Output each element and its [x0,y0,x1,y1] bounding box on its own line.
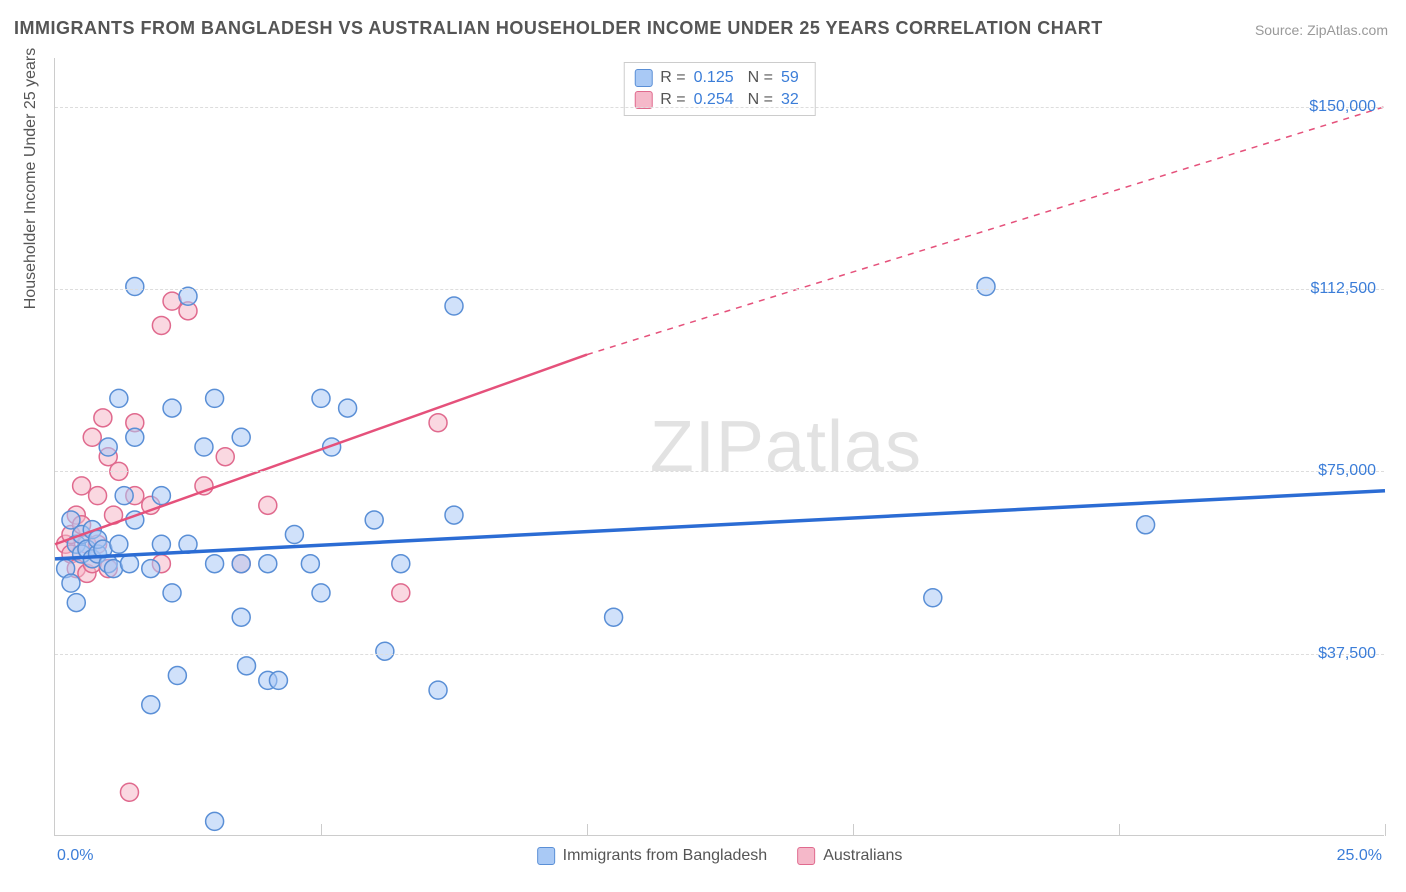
data-point [429,681,447,699]
data-point [206,555,224,573]
data-point [89,487,107,505]
data-point [163,292,181,310]
data-point [206,812,224,830]
legend-swatch [634,69,652,87]
data-point [605,608,623,626]
data-point [142,696,160,714]
x-tick [1119,824,1120,836]
data-point [152,316,170,334]
data-point [163,584,181,602]
data-point [977,278,995,296]
data-point [1137,516,1155,534]
y-tick-label: $37,500 [1318,645,1376,663]
x-tick [1385,824,1386,836]
legend-label: Immigrants from Bangladesh [563,847,768,865]
data-point [163,399,181,417]
data-point [120,783,138,801]
data-point [445,297,463,315]
chart-title: IMMIGRANTS FROM BANGLADESH VS AUSTRALIAN… [14,18,1103,39]
legend-stats: R =0.125N =59R =0.254N =32 [623,62,816,116]
x-tick [587,824,588,836]
x-max-label: 25.0% [1337,847,1382,865]
trend-line [587,107,1385,355]
data-point [120,555,138,573]
gridline-h [55,471,1384,472]
data-point [259,555,277,573]
data-point [168,667,186,685]
x-min-label: 0.0% [57,847,93,865]
data-point [99,438,117,456]
data-point [445,506,463,524]
data-point [94,409,112,427]
data-point [238,657,256,675]
data-point [301,555,319,573]
data-point [232,608,250,626]
data-point [152,487,170,505]
data-point [312,584,330,602]
y-tick-label: $112,500 [1310,280,1376,298]
data-point [67,594,85,612]
data-point [232,555,250,573]
data-point [62,574,80,592]
data-point [105,560,123,578]
chart-area: ZIPatlas R =0.125N =59R =0.254N =32 0.0%… [54,58,1384,836]
legend-item: Australians [797,847,902,865]
legend-label: Australians [823,847,902,865]
plot-svg [55,58,1384,835]
data-point [83,428,101,446]
data-point [269,671,287,689]
data-point [365,511,383,529]
data-point [142,560,160,578]
data-point [259,496,277,514]
data-point [339,399,357,417]
trend-line [55,355,587,545]
y-axis-title: Householder Income Under 25 years [22,48,40,309]
legend-stat-row: R =0.254N =32 [634,89,805,111]
gridline-h [55,107,1384,108]
data-point [924,589,942,607]
data-point [206,389,224,407]
data-point [152,535,170,553]
data-point [376,642,394,660]
data-point [126,428,144,446]
x-tick [853,824,854,836]
legend-swatch [537,847,555,865]
data-point [195,438,213,456]
y-tick-label: $150,000 [1309,98,1376,116]
legend-stat-row: R =0.125N =59 [634,67,805,89]
trend-line [55,491,1385,559]
data-point [110,535,128,553]
data-point [216,448,234,466]
data-point [285,526,303,544]
data-point [126,278,144,296]
source-label: Source: ZipAtlas.com [1255,22,1388,38]
legend-item: Immigrants from Bangladesh [537,847,768,865]
data-point [392,584,410,602]
legend-bottom: Immigrants from Bangladesh Australians [537,847,903,865]
data-point [312,389,330,407]
legend-swatch [797,847,815,865]
gridline-h [55,654,1384,655]
x-tick [321,824,322,836]
data-point [392,555,410,573]
y-tick-label: $75,000 [1318,462,1376,480]
data-point [232,428,250,446]
gridline-h [55,289,1384,290]
data-point [429,414,447,432]
data-point [115,487,133,505]
data-point [110,389,128,407]
data-point [73,477,91,495]
